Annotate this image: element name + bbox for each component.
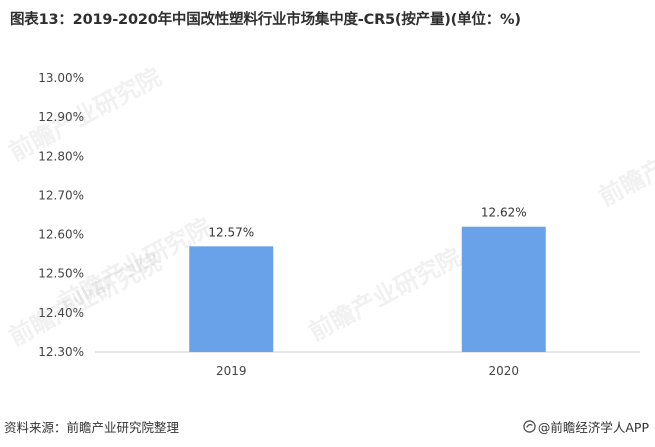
brand-logo-icon xyxy=(523,420,536,433)
y-axis-ticks: 12.30% 12.40% 12.50% 12.60% 12.70% 12.80% 12.9… xyxy=(38,71,84,359)
bar-2019 xyxy=(189,246,274,352)
y-tick-label: 12.90% xyxy=(38,110,84,124)
y-tick-label: 13.00% xyxy=(38,71,84,85)
x-axis-ticks: 2019 2020 xyxy=(216,364,519,378)
source-note: 资料来源：前瞻产业研究院整理 xyxy=(4,420,180,435)
brand-credit: @前瞻经济学人APP xyxy=(523,417,649,436)
bar-2020 xyxy=(461,226,546,352)
page-title: 图表13：2019-2020年中国改性塑料行业市场集中度-CR5(按产量)(单位… xyxy=(10,12,521,28)
y-tick-label: 12.40% xyxy=(38,306,84,320)
data-label-2019: 12.57% xyxy=(208,225,254,239)
y-tick-label: 12.70% xyxy=(38,188,84,202)
data-label-2020: 12.62% xyxy=(481,206,527,220)
y-tick-label: 12.50% xyxy=(38,267,84,281)
y-tick-label: 12.30% xyxy=(38,345,84,359)
brand-label: @前瞻经济学人APP xyxy=(537,420,649,435)
data-labels: 12.57% 12.62% xyxy=(208,206,526,240)
y-tick-label: 12.60% xyxy=(38,228,84,242)
y-tick-label: 12.80% xyxy=(38,149,84,163)
x-tick-label-2020: 2020 xyxy=(488,364,519,378)
x-tick-label-2019: 2019 xyxy=(216,364,247,378)
bars xyxy=(189,226,546,352)
